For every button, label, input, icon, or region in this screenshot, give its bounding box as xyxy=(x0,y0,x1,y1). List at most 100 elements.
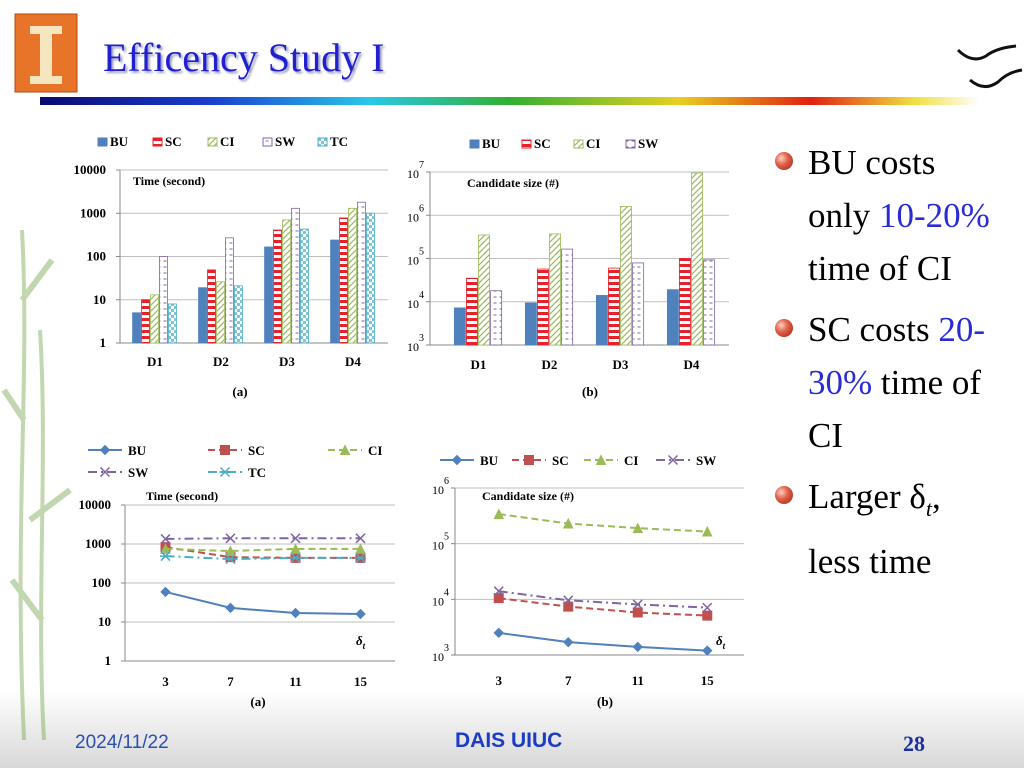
bar xyxy=(225,237,234,344)
legend-label: BU xyxy=(482,136,501,151)
bullet-text: time of CI xyxy=(808,363,982,455)
y-tick-exponent: 3 xyxy=(419,333,424,344)
annotation: δt xyxy=(716,633,726,651)
marker xyxy=(355,552,366,563)
legend-swatch xyxy=(207,137,218,147)
bar xyxy=(300,228,309,344)
marker xyxy=(595,454,607,465)
y-tick-label: 104 xyxy=(407,290,424,311)
bullet: BU costs only 10-20% time of CI xyxy=(775,136,990,295)
axis-title: Candidate size (#) xyxy=(467,176,559,190)
y-tick-label: 107 xyxy=(407,160,424,181)
legend-label: BU xyxy=(128,443,147,458)
bar xyxy=(234,285,243,344)
legend-label: TC xyxy=(248,465,266,480)
marker xyxy=(290,552,301,563)
y-tick-label: 100 xyxy=(87,249,107,264)
logo-mark xyxy=(30,26,62,84)
y-tick-exponent: 4 xyxy=(444,587,449,598)
bar xyxy=(357,201,366,344)
footer-org: DAIS UIUC xyxy=(455,729,563,752)
x-tick-label: 3 xyxy=(162,674,169,689)
bullet-icon xyxy=(775,152,793,170)
y-tick-label: 1000 xyxy=(85,536,111,551)
bar xyxy=(679,258,691,346)
marker xyxy=(355,608,366,620)
x-tick-label: D4 xyxy=(684,357,700,372)
legend-label: SW xyxy=(128,465,148,480)
y-tick-exponent: 6 xyxy=(419,203,424,214)
marker xyxy=(632,599,643,610)
legend-swatch xyxy=(317,137,328,147)
bar xyxy=(330,239,339,344)
chart-label: (a) xyxy=(250,694,265,709)
bar xyxy=(666,289,679,346)
bar xyxy=(466,277,478,346)
marker xyxy=(451,454,463,466)
bullet: SC costs 20-30% time of CI xyxy=(775,303,990,462)
marker xyxy=(225,533,236,544)
y-tick-base: 10 xyxy=(407,254,419,268)
y-tick-label: 103 xyxy=(407,333,424,354)
bullet-list: BU costs only 10-20% time of CI SC costs … xyxy=(775,136,990,596)
legend-label: SW xyxy=(638,136,658,151)
marker xyxy=(290,543,301,554)
bar xyxy=(595,295,608,346)
axis-title: Time (second) xyxy=(133,174,205,188)
bar xyxy=(537,268,549,346)
annotation-text: δ xyxy=(356,633,363,648)
bar xyxy=(273,229,282,344)
bullet-text: Larger δ xyxy=(808,477,926,516)
marker xyxy=(702,610,713,621)
marker xyxy=(493,508,505,520)
annotation-sub: t xyxy=(723,641,726,651)
x-tick-label: 15 xyxy=(701,673,715,688)
bullet-text: time of CI xyxy=(808,249,952,288)
marker xyxy=(220,445,230,455)
legend-label: SW xyxy=(696,453,716,468)
legend-swatch xyxy=(152,137,163,147)
bar xyxy=(198,287,207,344)
bar xyxy=(168,303,177,344)
legend-swatch xyxy=(573,139,584,149)
annotation: δt xyxy=(356,633,366,651)
bar xyxy=(632,262,645,346)
bar xyxy=(490,290,503,346)
y-tick-exponent: 4 xyxy=(419,290,424,301)
marker xyxy=(225,545,236,557)
marker xyxy=(355,543,366,554)
bullet-subscript: t xyxy=(925,496,932,521)
marker xyxy=(290,607,301,619)
y-tick-label: 100 xyxy=(92,575,112,590)
bar xyxy=(691,172,703,346)
y-tick-exponent: 5 xyxy=(419,247,424,258)
bar xyxy=(366,212,375,344)
y-tick-exponent: 7 xyxy=(419,160,424,171)
bar xyxy=(348,207,357,344)
chart-label: (b) xyxy=(582,384,598,399)
axis-title: Time (second) xyxy=(146,489,218,503)
bar xyxy=(291,207,300,344)
x-tick-label: D4 xyxy=(345,354,361,369)
legend-label: SC xyxy=(248,443,265,458)
y-tick-label: 10000 xyxy=(74,162,107,177)
bullet-icon xyxy=(775,319,793,337)
marker xyxy=(99,466,111,478)
bar xyxy=(549,233,561,346)
marker xyxy=(632,522,644,534)
footer-band xyxy=(0,690,1024,768)
annotation-sub: t xyxy=(363,641,366,651)
marker xyxy=(160,533,171,544)
bar xyxy=(339,217,348,344)
marker xyxy=(290,533,301,544)
y-tick-base: 10 xyxy=(407,167,419,181)
x-tick-label: D2 xyxy=(542,357,558,372)
marker xyxy=(339,444,351,455)
y-tick-exponent: 3 xyxy=(444,643,449,654)
marker xyxy=(160,543,171,554)
title-rule xyxy=(40,97,980,105)
marker xyxy=(524,455,534,465)
bullet-text: BU costs only xyxy=(808,143,936,235)
y-tick-base: 10 xyxy=(432,539,444,553)
